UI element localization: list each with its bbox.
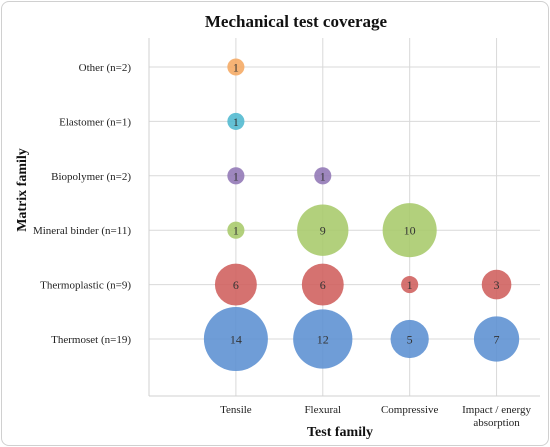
x-tick-labels: Tensile Flexural Compressive Impact / energ… (220, 404, 531, 429)
bubble-thermoset-n-19-compressive (390, 319, 429, 359)
bubbles: 14 12 5 76 6 1 31 9 101 111 (203, 58, 520, 371)
bubble-value-label: 10 (404, 224, 416, 238)
y-tick-other-n-2: Other (n=2) (79, 62, 132, 74)
bubble-value-label: 7 (494, 333, 500, 347)
x-tick-compressive: Compressive (381, 404, 439, 416)
bubble-value-label: 1 (233, 224, 239, 238)
bubble-value-label: 6 (233, 278, 239, 292)
x-tick-impact-energy-absorption: Impact / energy absorption (462, 404, 531, 429)
x-tick-flexural: Flexural (304, 404, 341, 416)
x-tick-tensile: Tensile (220, 404, 252, 416)
y-tick-thermoplastic-n-9: Thermoplastic (n=9) (40, 280, 131, 292)
bubble-biopolymer-n-2-flexural (314, 167, 332, 185)
bubble-value-label: 1 (407, 278, 413, 292)
y-tick-thermoset-n-19: Thermoset (n=19) (51, 334, 131, 346)
bubble-mineral-binder-n-11-flexural (297, 204, 349, 256)
bubble-thermoset-n-19-flexural (293, 309, 353, 369)
bubble-value-label: 9 (320, 224, 326, 238)
bubble-value-label: 1 (320, 169, 326, 183)
bubble-value-label: 14 (230, 333, 242, 347)
bubble-value-label: 3 (494, 278, 500, 292)
bubble-mineral-binder-n-11-compressive (382, 203, 437, 258)
bubble-biopolymer-n-2-tensile (227, 167, 245, 185)
bubble-value-label: 1 (233, 115, 239, 129)
bubble-value-label: 1 (233, 61, 239, 75)
bubble-thermoset-n-19-tensile (203, 307, 268, 371)
y-tick-elastomer-n-1: Elastomer (n=1) (59, 116, 131, 128)
bubble-mineral-binder-n-11-tensile (227, 221, 245, 239)
bubble-value-label: 12 (317, 333, 329, 347)
y-tick-mineral-binder-n-11: Mineral binder (n=11) (33, 225, 131, 237)
bubble-elastomer-n-1-tensile (227, 112, 245, 130)
bubble-thermoset-n-19-impact-energy-absorption (473, 316, 520, 362)
bubble-thermoplastic-n-9-tensile (214, 263, 257, 306)
bubble-thermoplastic-n-9-flexural (301, 263, 344, 306)
bubble-other-n-2-tensile (227, 58, 245, 76)
y-axis-title: Matrix family (15, 148, 30, 232)
bubble-thermoplastic-n-9-impact-energy-absorption (481, 269, 512, 300)
x-axis-title: Test family (307, 425, 373, 440)
bubble-thermoplastic-n-9-compressive (401, 276, 419, 294)
bubble-value-label: 5 (407, 333, 413, 347)
bubble-value-label: 6 (320, 278, 326, 292)
y-tick-labels: Thermoset (n=19) Thermoplastic (n=9) Miner… (33, 62, 131, 346)
chart-title: Mechanical test coverage (205, 12, 388, 31)
bubble-value-label: 1 (233, 169, 239, 183)
y-tick-biopolymer-n-2: Biopolymer (n=2) (51, 171, 131, 183)
